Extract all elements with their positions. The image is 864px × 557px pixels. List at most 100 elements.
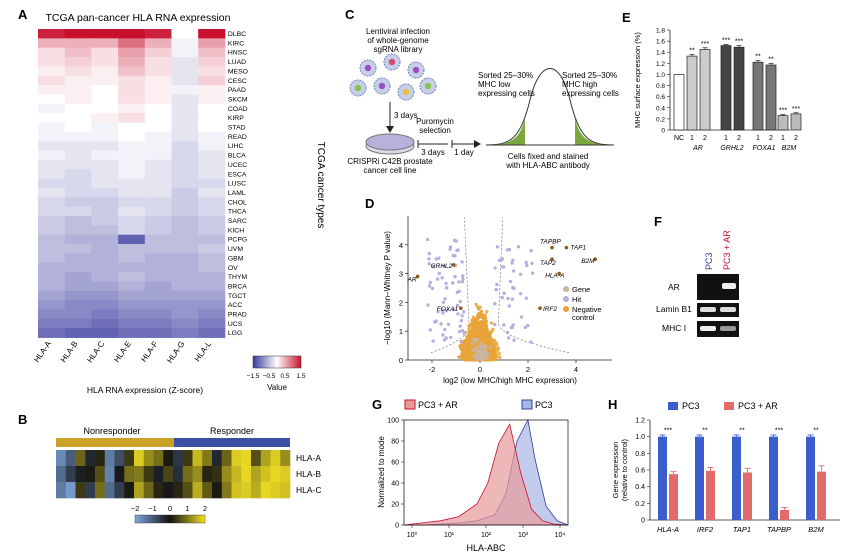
heatmap-cell [118,122,146,133]
panel-h-letter: H [608,397,617,412]
heatmap-cell [171,169,199,179]
heatmap-cell [91,29,119,39]
hit-point [507,304,511,308]
hit-point [453,254,457,258]
heatmap-cell [118,272,146,282]
heatmap-cell [198,187,226,198]
y-tick-label: 0.8 [635,451,645,458]
heatmap-cell [173,450,184,467]
control-point [478,348,482,352]
gene-point [468,345,472,349]
colorbar-tick: 2 [203,504,207,513]
heatmap-cell [64,253,92,264]
heatmap-cell [38,131,66,142]
x-tick-label: TAPBP [767,525,791,534]
gene-point [467,324,471,328]
hit-point [443,297,447,301]
heatmap-cell [212,482,223,499]
y-tick-label: 1.2 [635,418,645,425]
heatmap-cell [75,482,86,499]
bar [669,474,678,520]
gene-point [474,330,478,334]
hit-point [511,258,515,262]
heatmap-cell [144,29,172,39]
heatmap-cell [64,197,92,208]
heatmap-cell [91,159,119,170]
heatmap-cell [144,318,172,329]
gene-point [486,358,490,362]
hit-point [455,303,460,308]
heatmap-cell [64,272,92,282]
heatmap-cell [241,450,252,467]
gene-point [491,354,495,358]
heatmap-cell [171,103,199,114]
virus-icons [349,53,437,101]
heatmap-cell [171,197,199,208]
heatmap-cell [91,113,119,123]
hit-point [440,276,444,280]
heatmap-cell [64,75,92,86]
significance-label: ** [768,56,774,63]
hit-point [443,327,447,332]
row-label: LUSC [228,181,246,188]
heatmap-cell [38,262,66,273]
legend-swatch-pc3ar [404,399,416,410]
heatmap-cell [91,47,119,58]
bar-chart-h: 0 0.2 0.4 0.6 0.8 1.0 1.2 *** HLA-A ** IRF2 ** TAP1 *… [611,418,840,534]
y-tick-label: 3 [399,270,403,279]
heatmap-cell [198,281,226,292]
heatmap-cell [91,66,119,77]
hit-point [524,260,528,265]
hit-point [455,290,459,294]
bar [752,61,764,131]
gene-point [465,334,469,339]
hit-point [453,275,457,279]
x-tick-label: 2 [737,135,741,142]
virus-icon [407,61,425,79]
row-label: DLBC [228,31,246,38]
panel-e-letter: E [622,10,631,25]
heatmap-cell [104,466,115,483]
heatmap-cell [171,159,199,170]
hit-point [439,322,443,326]
heatmap-cell [64,29,92,39]
nonresponder-bar [56,438,174,447]
heatmap-cell [64,178,92,189]
heatmap-cell [64,57,92,67]
heatmap-cell [171,113,199,123]
heatmap-cell [118,234,146,245]
heatmap-cell [56,482,67,499]
gene-point [471,333,475,337]
hit-point [434,319,438,323]
heatmap-cell [198,57,226,67]
heatmap-cell [91,290,119,301]
row-label: HLA-B [296,469,321,479]
heatmap-cell [221,466,232,483]
hit-point [507,247,512,252]
hit-point [431,339,435,343]
heatmap-cell [144,281,172,292]
heatmap-cell [144,131,172,142]
x-tick-label: 1 [781,135,785,142]
heatmap-cell [198,113,226,123]
y-tick-label: 20 [391,502,399,509]
heatmap-cell [144,85,172,95]
gene-point [483,313,487,317]
hit-point [444,281,448,286]
heatmap-cell [38,281,66,292]
hit-point [431,264,435,269]
heatmap-cell [231,466,242,483]
sort-low-line3: expressing cells [478,89,535,98]
heatmap-cell [171,178,199,189]
hit-point [462,310,466,314]
hit-point [529,249,533,253]
heatmap-cell [171,328,199,338]
heatmap-cell [153,482,164,499]
heatmap-cell [118,309,146,320]
heatmap-cell [118,244,146,254]
heatmap-cell [118,66,146,77]
y-tick-label: 1 [399,327,403,336]
heatmap-cell [171,57,199,67]
hit-point [518,292,523,296]
hit-point [452,307,456,312]
